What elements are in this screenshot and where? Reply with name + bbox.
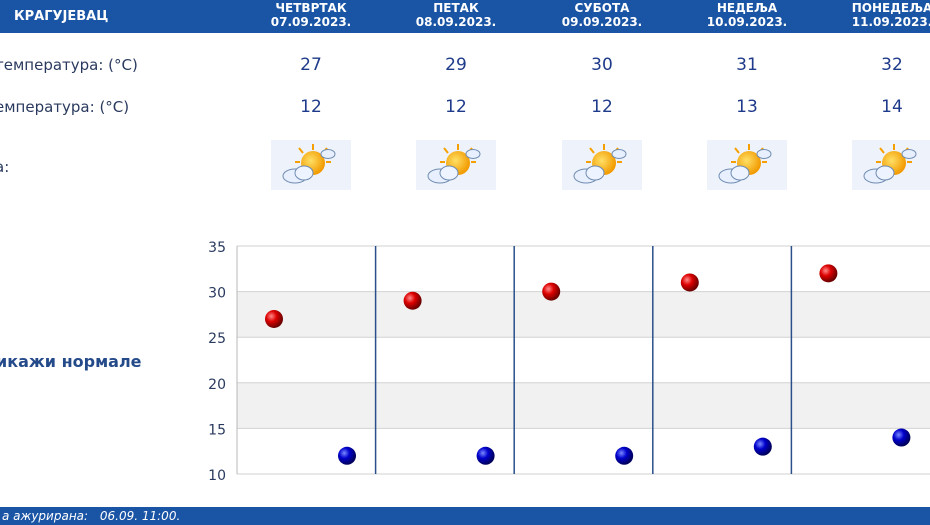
min-temp-value-3: 12	[591, 97, 613, 117]
max-temp-point	[819, 264, 838, 283]
max-temp-point	[542, 282, 561, 301]
max-temp-value-2: 29	[445, 55, 467, 75]
day-date: 10.09.2023.	[706, 15, 788, 29]
partly-cloudy-icon	[707, 140, 787, 190]
partly-cloudy-icon	[852, 140, 930, 190]
grid-band	[237, 291, 930, 338]
min-temp-value-1: 12	[300, 97, 322, 117]
forecast-header: КРАГУЈЕВАЦ ЧЕТВРТАК 07.09.2023. ПЕТАК 08…	[0, 0, 930, 33]
y-tick-label: 10	[208, 468, 226, 484]
max-temp-point	[680, 273, 699, 292]
partly-cloudy-icon	[271, 140, 351, 190]
max-temp-value-4: 31	[736, 55, 758, 75]
y-tick-label: 15	[208, 422, 226, 438]
show-normals-link[interactable]: икажи нормале	[0, 352, 142, 371]
day-header-1: ЧЕТВРТАК 07.09.2023.	[241, 1, 381, 29]
max-temp-label: температура: (°C)	[0, 56, 138, 74]
partly-cloudy-icon	[562, 140, 642, 190]
max-temp-point	[403, 291, 422, 310]
min-temp-label: емпература: (°C)	[0, 98, 130, 116]
day-name: ЧЕТВРТАК	[275, 1, 347, 15]
day-header-3: СУБОТА 09.09.2023.	[532, 1, 672, 29]
max-temp-value-5: 32	[881, 55, 903, 75]
y-tick-label: 25	[208, 331, 226, 347]
min-temp-point	[338, 446, 356, 465]
update-footer: а ажурирана: 06.09. 11:00.	[0, 507, 930, 525]
y-tick-label: 20	[208, 377, 226, 393]
day-name: СУБОТА	[574, 1, 630, 15]
update-label: а ажурирана:	[2, 509, 89, 523]
min-temp-value-4: 13	[736, 97, 758, 117]
day-name: ПЕТАК	[433, 1, 479, 15]
day-date: 09.09.2023.	[561, 15, 643, 29]
day-header-4: НЕДЕЉА 10.09.2023.	[677, 1, 817, 29]
min-temp-point	[892, 428, 911, 447]
partly-cloudy-icon	[416, 140, 496, 190]
max-temp-value-3: 30	[591, 55, 613, 75]
day-name: ПОНЕДЕЉА	[851, 1, 930, 15]
city-name: КРАГУЈЕВАЦ	[14, 9, 109, 24]
y-tick-label: 30	[208, 286, 226, 302]
day-date: 11.09.2023.	[851, 15, 930, 29]
min-temp-point	[615, 446, 634, 465]
max-temp-value-1: 27	[300, 55, 322, 75]
day-date: 07.09.2023.	[270, 15, 352, 29]
min-temp-value-5: 14	[881, 97, 903, 117]
weather-label: а:	[0, 158, 10, 176]
day-name: НЕДЕЉА	[716, 1, 778, 15]
y-tick-label: 35	[208, 240, 226, 256]
day-header-2: ПЕТАК 08.09.2023.	[386, 1, 526, 29]
day-header-5: ПОНЕДЕЉА 11.09.2023.	[822, 1, 930, 29]
max-temp-point	[265, 309, 283, 328]
min-temp-point	[753, 437, 772, 456]
update-time: 06.09. 11:00.	[99, 509, 181, 523]
min-temp-point	[476, 446, 495, 465]
min-temp-value-2: 12	[445, 97, 467, 117]
day-date: 08.09.2023.	[415, 15, 497, 29]
grid-band	[237, 382, 930, 429]
